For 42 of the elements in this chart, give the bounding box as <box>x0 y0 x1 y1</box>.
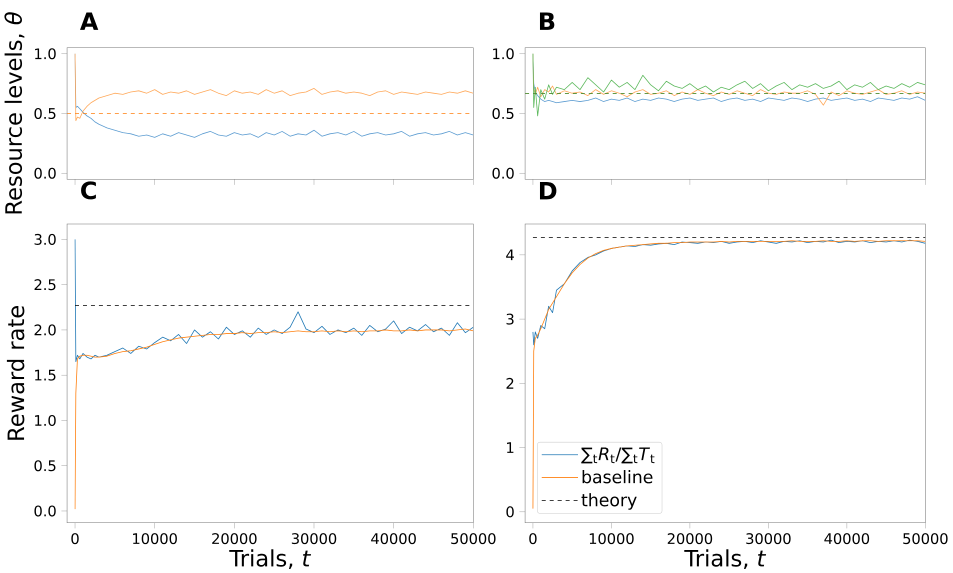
y-tick-label: 2 <box>506 378 514 389</box>
y-tick-label: 0.5 <box>34 460 56 471</box>
y-tick-label: 0.5 <box>34 108 56 119</box>
y-tick-label: 3 <box>506 313 514 324</box>
y-tick-label: 1.0 <box>493 48 514 60</box>
chart-title: B <box>540 12 554 30</box>
x-tick-label: 10000 <box>590 532 634 544</box>
y-tick-label: 1.5 <box>35 370 56 380</box>
y-tick-label: 3.0 <box>34 234 56 245</box>
y-tick-label: 0 <box>506 506 514 518</box>
legend-label: theory <box>582 492 637 510</box>
x-tick-label: 40000 <box>824 532 870 544</box>
x-tick-label: 30000 <box>292 532 336 544</box>
y-axis-title: Reward rate <box>6 306 24 440</box>
y-tick-label: 0.0 <box>34 168 56 179</box>
legend-label: ∑$_{t}$R$_{t}$/∑$_{t}$T$_{t}$ <box>581 447 654 464</box>
y-tick-label: 0.5 <box>492 108 514 119</box>
x-tick-label: 20000 <box>668 532 712 544</box>
x-tick-label: 30000 <box>746 532 791 544</box>
x-tick-label: 20000 <box>212 532 257 544</box>
line-series <box>74 238 474 362</box>
y-tick-label: 2.0 <box>34 324 56 336</box>
x-tick-label: 40000 <box>371 532 416 544</box>
legend-label: baseline <box>582 470 652 484</box>
y-tick-label: 2.5 <box>34 278 56 290</box>
x-tick-label: 50000 <box>903 532 948 544</box>
chart-title: A <box>80 12 98 30</box>
y-tick-label: 1 <box>507 442 514 453</box>
x-tick-label: 0 <box>529 532 537 544</box>
x-tick-label: 0 <box>71 532 79 544</box>
x-tick-label: 50000 <box>451 532 496 544</box>
y-tick-label: 0.0 <box>492 168 514 179</box>
chart-title: D <box>540 182 556 200</box>
y-tick-label: 4 <box>506 249 514 260</box>
y-axis-title: Resource levels, θ <box>4 12 24 214</box>
chart-title: C <box>81 181 96 200</box>
y-tick-label: 0.0 <box>34 505 56 516</box>
x-tick-label: 10000 <box>133 532 177 544</box>
x-axis-title: Trials, t <box>229 549 312 569</box>
y-tick-label: 1.0 <box>35 48 56 60</box>
y-tick-label: 1.0 <box>35 414 56 426</box>
x-axis-title: Trials, t <box>684 549 766 569</box>
